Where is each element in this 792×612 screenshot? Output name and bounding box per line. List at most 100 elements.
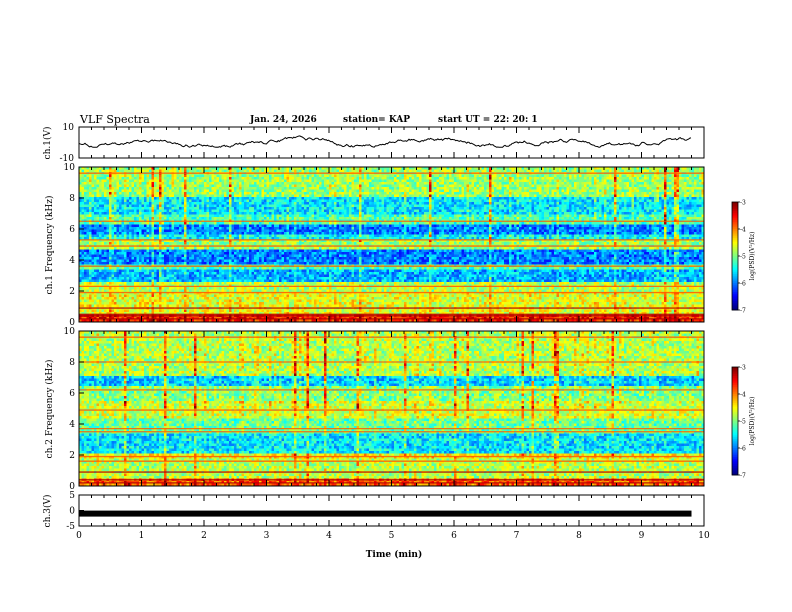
spectrogram-cell [552,175,555,178]
spectrogram-cell [569,170,572,173]
spectrogram-cell [124,177,127,180]
spectrogram-cell [167,175,170,178]
spectrogram-cell [159,170,162,173]
spectrogram-cell [562,170,565,173]
spectrogram-cell [362,170,365,173]
spectrogram-cell [237,170,240,173]
spectrogram-cell [249,170,252,173]
spectrogram-cell [162,177,165,180]
spectrogram-cell [487,170,490,173]
spectrogram-cell [634,170,637,173]
spectrogram-cell [612,170,615,173]
spectrogram-cell [319,175,322,178]
spectrogram-cell [272,170,275,173]
spectrogram-cell [142,175,145,178]
spectrogram-cell [114,175,117,178]
spectrogram-cell [649,175,652,178]
spectrogram-cell [387,170,390,173]
spectrogram-cell [334,170,337,173]
spectrogram-cell [99,177,102,180]
spectrogram-cell [412,175,415,178]
spectrogram-cell [364,175,367,178]
spectrogram-cell [109,170,112,173]
spectrogram-cell [172,170,175,173]
spectrogram-cell [659,175,662,178]
spectrogram-cell [674,170,677,173]
spectrogram-cell [112,170,115,173]
spectrogram-cell [119,177,122,180]
spectrogram-cell [597,170,600,173]
spectrogram-cell [357,175,360,178]
spectrogram-cell [324,170,327,173]
spectrogram-cell [134,175,137,178]
spectrogram-cell [132,170,135,173]
spectrogram-cell [157,170,160,173]
spectrogram-cell [479,175,482,178]
spectrogram-cell [197,170,200,173]
spectrogram-cell [374,175,377,178]
spectrogram-cell [219,170,222,173]
spectrogram-cell [647,175,650,178]
spectrogram-cell [662,175,665,178]
spectrogram-cell [587,175,590,178]
spectrogram-cell [634,175,637,178]
spectrogram-cell [144,175,147,178]
spectrogram-cell [347,175,350,178]
spectrogram-cell [369,170,372,173]
spectrogram-cell [469,170,472,173]
spectrogram-cell [359,170,362,173]
spectrogram-cell [112,177,115,180]
spectrogram-cell [644,175,647,178]
spectrogram-cell [434,175,437,178]
ch1-ytick-top: 10 [63,123,75,133]
spectrogram-cell [424,170,427,173]
spectrogram-cell [607,175,610,178]
spectrogram-cell [624,170,627,173]
spectrogram-cell [92,177,95,180]
spectrogram-cell [89,175,92,178]
spectrogram-cell [582,170,585,173]
spectrogram-cell [379,175,382,178]
spectrogram-cell [137,177,140,180]
spectrogram-cell [269,170,272,173]
spectrogram-cell [244,175,247,178]
figure-title: VLF Spectra [79,113,150,126]
spectrogram-cell [369,175,372,178]
spectrogram-cell [632,170,635,173]
spectrogram-cell [139,177,142,180]
spectrogram-cell [674,175,677,178]
spectrogram-cell [477,175,480,178]
spectrogram-cell [519,175,522,178]
spectrogram-cell [224,170,227,173]
spectrogram-cell [297,175,300,178]
spectrogram-cell [164,177,167,180]
spectrogram-cell [109,177,112,180]
spectrogram-cell [189,175,192,178]
spectrogram-cell [259,175,262,178]
spectrogram-cell [312,175,315,178]
spectrogram-cell [404,175,407,178]
spectrogram-cell [657,170,660,173]
spectrogram-cell [239,175,242,178]
spectrogram-cell [207,175,210,178]
spectrogram-cell [384,170,387,173]
spectrogram-cell [482,175,485,178]
spectrogram-cell [94,170,97,173]
spectrogram-cell [637,175,640,178]
spectrogram-cell [177,175,180,178]
spectrogram-cell [457,170,460,173]
spectrogram-cell [459,175,462,178]
spectrogram-cell [497,170,500,173]
spectrogram-cell [154,177,157,180]
spectrogram-cell [527,175,530,178]
spectrogram-cell [284,175,287,178]
date-label: Jan. 24, 2026 [249,115,317,125]
spectrogram-cell [199,170,202,173]
spectrogram-cell [249,175,252,178]
spectrogram-cell [447,175,450,178]
spectrogram-cell [419,170,422,173]
spectrogram-cell [367,175,370,178]
spectrogram-cell [217,175,220,178]
spectrogram-cell [602,175,605,178]
spectrogram-cell [677,175,680,178]
